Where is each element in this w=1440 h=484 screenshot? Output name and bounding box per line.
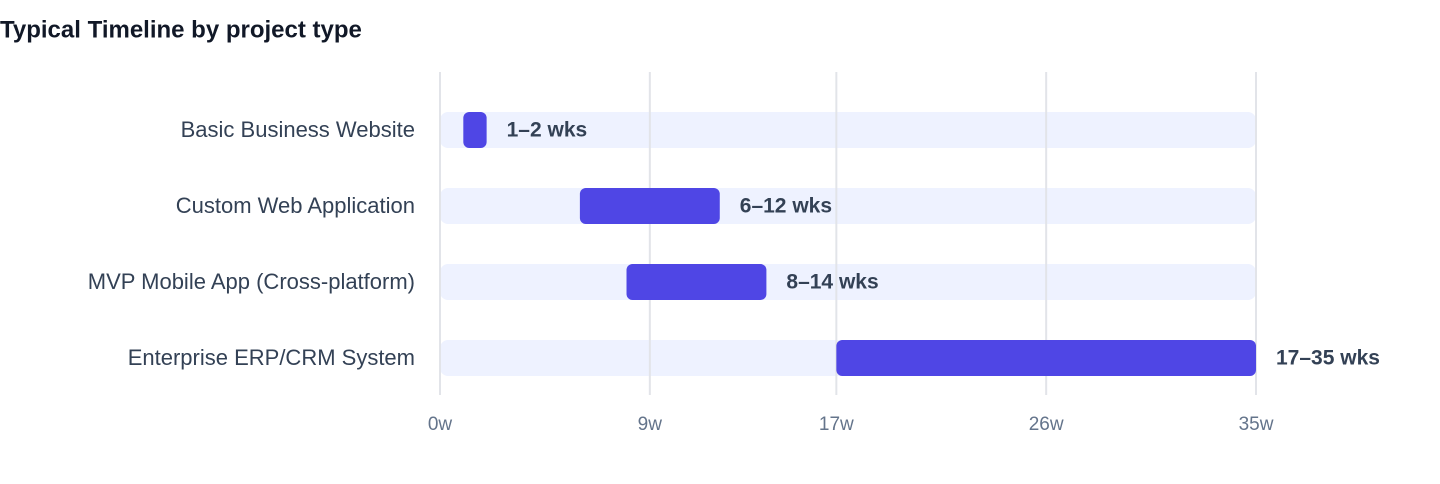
track bbox=[440, 188, 1256, 224]
value-label: 1–2 wks bbox=[507, 119, 588, 142]
bar bbox=[463, 112, 487, 148]
x-tick-label: 9w bbox=[638, 414, 663, 435]
value-label: 8–14 wks bbox=[786, 271, 878, 294]
value-label: 17–35 wks bbox=[1276, 347, 1380, 370]
bar bbox=[579, 188, 720, 224]
x-tick-label: 17w bbox=[819, 414, 854, 435]
chart-title: Typical Timeline by project type bbox=[0, 16, 362, 43]
y-tick-label: Enterprise ERP/CRM System bbox=[128, 345, 415, 370]
y-tick-label: Basic Business Website bbox=[181, 117, 415, 142]
y-tick-label: MVP Mobile App (Cross-platform) bbox=[88, 269, 415, 294]
track bbox=[440, 112, 1256, 148]
x-tick-label: 26w bbox=[1029, 414, 1064, 435]
y-tick-label: Custom Web Application bbox=[176, 193, 415, 218]
bar bbox=[836, 340, 1256, 376]
bar bbox=[626, 264, 767, 300]
x-tick-label: 35w bbox=[1239, 414, 1274, 435]
value-label: 6–12 wks bbox=[740, 195, 832, 218]
x-tick-label: 0w bbox=[428, 414, 453, 435]
